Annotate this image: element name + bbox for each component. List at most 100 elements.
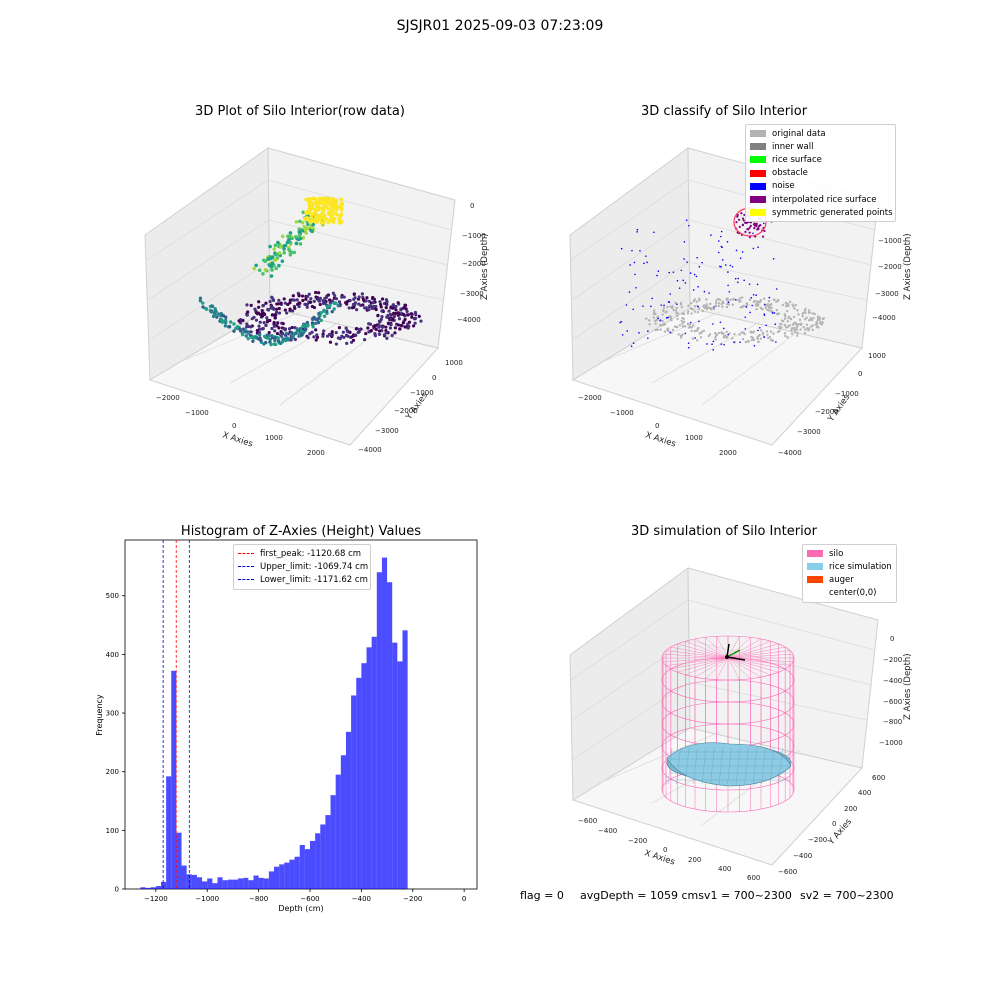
- raw-plot-title: 3D Plot of Silo Interior(row data): [195, 104, 405, 119]
- classify-point: [788, 300, 792, 304]
- histogram-title: Histogram of Z-Axies (Height) Values: [180, 524, 422, 539]
- raw-point: [258, 338, 263, 342]
- classify-point: [753, 344, 756, 347]
- classify-xtick: 0: [655, 422, 659, 430]
- classify-point: [790, 329, 793, 332]
- histogram-bar: [366, 647, 372, 889]
- raw-point: [262, 342, 266, 346]
- silo-roof-spoke: [662, 657, 729, 663]
- raw-point: [378, 300, 382, 304]
- classify-point: [712, 307, 716, 311]
- histogram-bar: [268, 871, 275, 889]
- classify-point: [699, 336, 703, 339]
- classify-point: [805, 316, 808, 319]
- raw-point: [306, 323, 310, 327]
- classify-point: [725, 330, 728, 334]
- classify-point: [783, 317, 787, 320]
- classify-point: [812, 316, 815, 320]
- raw-point: [352, 292, 356, 296]
- silo-roof-spoke: [727, 640, 771, 659]
- histogram-bar: [387, 582, 393, 889]
- legend-swatch: [238, 553, 254, 555]
- classify-point: [739, 257, 742, 259]
- raw-point: [280, 259, 285, 263]
- raw-point: [288, 231, 293, 235]
- raw-point: [320, 216, 325, 220]
- simulation-xtick: 0: [663, 846, 667, 854]
- classify-point: [681, 325, 685, 328]
- raw-point: [396, 301, 400, 305]
- histogram-bar: [227, 879, 233, 889]
- classify-point: [757, 224, 761, 228]
- raw-xtick: −1000: [185, 409, 209, 417]
- classify-point: [725, 305, 729, 309]
- simulation-3d-plot[interactable]: −600 −400 −200 0 200 400 600 600 400 200…: [555, 550, 925, 880]
- classify-point: [620, 247, 623, 250]
- histogram-bar: [155, 886, 161, 889]
- raw-point: [290, 325, 294, 330]
- raw-point: [198, 299, 203, 303]
- classify-point: [673, 325, 677, 328]
- classify-point: [704, 305, 708, 308]
- figure-title: SJSJR01 2025-09-03 07:23:09: [396, 18, 604, 34]
- raw-point: [201, 305, 205, 309]
- classify-point: [663, 304, 665, 307]
- classify-point: [633, 261, 636, 264]
- raw-point: [254, 318, 259, 322]
- classify-point: [703, 290, 706, 293]
- classify-point: [665, 310, 668, 313]
- raw-point: [307, 292, 311, 296]
- raw-point: [357, 302, 361, 306]
- legend-item: inner wall: [750, 140, 891, 153]
- raw-point: [285, 331, 289, 336]
- raw-point: [209, 309, 213, 314]
- classify-xtick: 2000: [719, 449, 737, 457]
- raw-point: [279, 245, 283, 249]
- legend-swatch: [750, 130, 766, 138]
- raw-point: [262, 320, 266, 325]
- classify-point: [733, 333, 736, 336]
- histogram-bar: [397, 661, 403, 889]
- classify-point: [744, 230, 747, 233]
- classify-point: [769, 330, 773, 333]
- raw-point: [227, 325, 232, 329]
- classify-point: [648, 319, 651, 322]
- simulation-ytick: −400: [793, 852, 812, 860]
- raw-point: [329, 333, 333, 337]
- classify-point: [752, 330, 756, 333]
- classify-point: [713, 306, 715, 308]
- legend-swatch: [750, 143, 766, 151]
- classify-point: [742, 219, 745, 222]
- raw-point: [314, 295, 318, 299]
- classify-point: [740, 305, 744, 309]
- raw-point: [201, 301, 205, 305]
- histogram-bar: [243, 877, 249, 889]
- classify-ztick: −3000: [875, 290, 899, 298]
- classify-point: [724, 264, 727, 266]
- raw-3d-plot[interactable]: −2000 −1000 0 1000 2000 1000 0 −1000 −20…: [130, 130, 500, 470]
- raw-point: [317, 299, 321, 303]
- classify-3d-plot[interactable]: −2000 −1000 0 1000 2000 1000 0 −1000 −20…: [555, 130, 925, 470]
- raw-point: [301, 236, 306, 240]
- classify-point: [811, 312, 814, 315]
- classify-point: [732, 297, 735, 300]
- raw-xtick: 1000: [265, 434, 283, 442]
- raw-ytick: −4000: [358, 446, 382, 454]
- histogram-bar: [299, 845, 305, 889]
- classify-point: [687, 310, 690, 313]
- raw-ytick: 1000: [445, 359, 463, 367]
- classify-point: [675, 306, 678, 310]
- classify-point: [657, 317, 659, 320]
- raw-point: [314, 317, 318, 321]
- classify-point: [682, 279, 685, 282]
- classify-point: [660, 304, 663, 306]
- classify-point: [784, 314, 787, 318]
- raw-point: [333, 211, 338, 216]
- histogram-chart[interactable]: −1200 −1000 −800 −600 −400 −200 0 0 100 200 300 400…: [80, 530, 500, 920]
- classify-point: [735, 249, 738, 252]
- raw-point: [275, 252, 279, 257]
- histogram-xtick-label: 0: [462, 895, 466, 903]
- raw-point: [308, 300, 313, 304]
- classify-point: [752, 232, 754, 235]
- histogram-bar: [181, 865, 187, 889]
